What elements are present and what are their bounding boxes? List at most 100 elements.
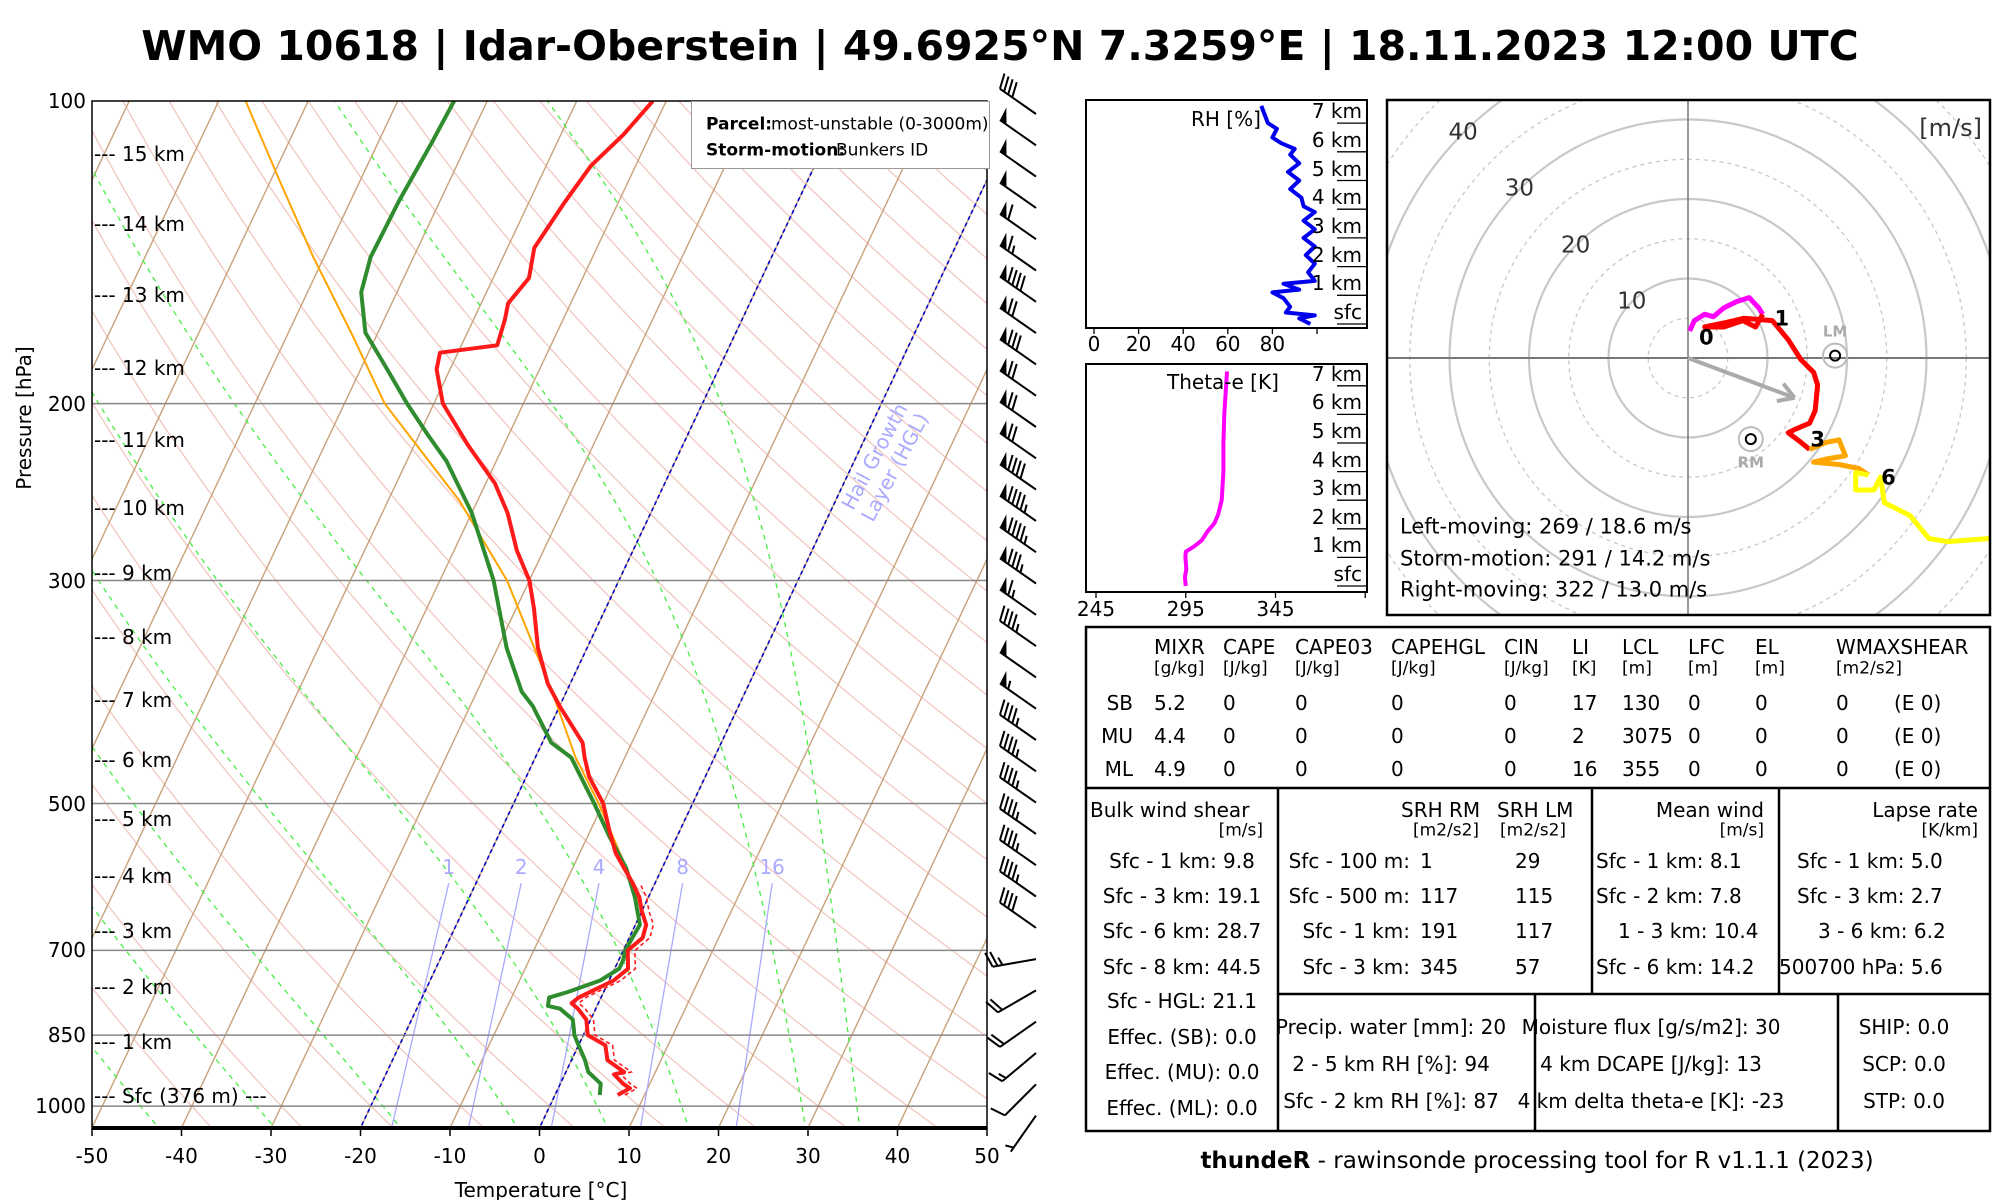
lapse-rate-unit: [K/km] — [1921, 820, 1978, 841]
theta-e-height-label: 4 km — [1311, 447, 1362, 472]
wind-barb — [998, 855, 1037, 898]
bulk-shear-unit: [m/s] — [1218, 820, 1263, 841]
storm-motion-summary: Right-moving: 322 / 13.0 m/s — [1400, 577, 1708, 602]
table-column-unit: [m] — [1622, 658, 1652, 679]
table-cell: 0 — [1836, 691, 1849, 715]
moisture-row: Sfc - 2 km RH [%]: 87 — [1283, 1089, 1499, 1113]
mean-wind-row: Sfc - 2 km: 7.8 — [1596, 884, 1742, 908]
table-cell: 0 — [1391, 724, 1404, 748]
srh-lm-title: SRH LM — [1497, 798, 1574, 822]
pressure-tick-label: 200 — [47, 391, 86, 416]
wind-barb — [999, 483, 1037, 522]
highlight-isotherm — [359, 101, 847, 1128]
theta-e-height-label: 5 km — [1311, 419, 1362, 443]
lapse-rate-row: Sfc - 1 km: 5.0 — [1797, 849, 1943, 873]
parameters-table-frame — [1084, 625, 1992, 1133]
lapse-rate-row: 500700 hPa: 5.6 — [1779, 955, 1943, 979]
table-column-unit: [m] — [1755, 658, 1785, 679]
storm-motion-arrowhead — [1776, 395, 1795, 404]
isotherm — [92, 101, 399, 751]
rh-tick-label: 40 — [1170, 332, 1196, 356]
srh-lm-value: 117 — [1515, 919, 1554, 943]
dry-adiabat — [92, 783, 395, 1128]
bulk-shear-row: Sfc - HGL: 21.1 — [1107, 989, 1257, 1013]
table-cell: 0 — [1391, 757, 1404, 781]
wind-barb — [988, 1052, 1037, 1083]
theta-e-height-label: 7 km — [1311, 361, 1362, 386]
table-column-header: WMAXSHEAR — [1836, 635, 1969, 659]
hodograph-frame — [1385, 98, 1992, 617]
rh-height-label: 6 km — [1311, 127, 1362, 152]
isotherm — [92, 101, 131, 182]
theta-e-height-label: 2 km — [1311, 504, 1362, 529]
table-cell: 0 — [1223, 757, 1236, 781]
bulk-shear-row: Sfc - 8 km: 44.5 — [1102, 955, 1262, 979]
storm-marker-label: RM — [1737, 453, 1765, 472]
dry-adiabat — [539, 101, 987, 542]
table-cell-effective: (E 0) — [1894, 724, 1942, 748]
theta-e-height-label: 3 km — [1311, 476, 1362, 501]
storm-motion-arrow — [1687, 356, 1796, 400]
footer-brand: thundeR — [1200, 1148, 1311, 1174]
wind-barb — [985, 989, 1037, 1014]
theta-e-height-label: 1 km — [1311, 533, 1362, 558]
pressure-tick-label: 100 — [47, 89, 86, 113]
temperature-tick-label: 30 — [795, 1144, 821, 1168]
moist-adiabat — [334, 101, 807, 1128]
storm-marker-ring — [1822, 342, 1849, 369]
rh-height-label: sfc — [1333, 300, 1362, 324]
moist-adiabat — [92, 569, 519, 1128]
table-cell: 0 — [1755, 724, 1768, 748]
table-column-header: LI — [1572, 635, 1590, 659]
isotherm — [449, 101, 936, 1128]
rh-tick-label: 0 — [1087, 332, 1101, 356]
isotherm — [807, 747, 987, 1128]
wind-barb — [1005, 1115, 1037, 1153]
highlight-isotherm — [538, 177, 987, 1128]
mean-wind-row: Sfc - 1 km: 8.1 — [1596, 849, 1742, 873]
temperature-tick-label: 10 — [616, 1144, 642, 1168]
dry-adiabat — [92, 401, 758, 1128]
rh-title: RH [%] — [1191, 107, 1261, 131]
skewt-frame-rect — [91, 100, 988, 1129]
isotherm — [92, 101, 578, 1128]
wind-barb — [999, 639, 1037, 679]
rh-height-label: 3 km — [1311, 213, 1362, 238]
isotherm — [92, 101, 220, 372]
rh-height-label: 2 km — [1311, 242, 1362, 267]
dewpoint-line — [359, 101, 642, 1096]
storm-motion-value: Bunkers ID — [836, 140, 929, 161]
rh-height-label: 1 km — [1311, 271, 1362, 296]
hodograph-height-marker: 6 — [1881, 465, 1896, 490]
wind-barb — [998, 699, 1037, 741]
table-row-label: SB — [1106, 691, 1133, 715]
hodograph-ring — [1132, 0, 2000, 915]
storm-motion-arrowhead — [1781, 382, 1797, 399]
theta-e-tick-label: 295 — [1166, 597, 1205, 621]
hodograph-ring — [1211, 0, 2000, 835]
temperature-tick-label: -20 — [344, 1144, 377, 1168]
dry-adiabat — [122, 101, 987, 1038]
table-cell: 0 — [1836, 757, 1849, 781]
footer-text: - rawinsonde processing tool for R v1.1.… — [1310, 1148, 1874, 1174]
table-cell: 130 — [1622, 691, 1661, 715]
height-label: --- 8 km — [94, 625, 173, 649]
pressure-tick-label: 300 — [47, 568, 86, 593]
wind-barb — [998, 730, 1037, 773]
srh-rm-value: 117 — [1420, 884, 1459, 908]
srh-row-label: Sfc - 100 m: — [1288, 849, 1410, 873]
temperature-tick-label: -30 — [254, 1144, 288, 1168]
moist-adiabat — [92, 745, 402, 1128]
storm-marker-ring — [1737, 426, 1764, 453]
table-cell: 0 — [1295, 724, 1308, 748]
hodograph-segment — [1853, 470, 1990, 545]
wind-barb — [999, 326, 1037, 366]
table-cell-effective: (E 0) — [1894, 691, 1942, 715]
srh-row-label: Sfc - 500 m: — [1288, 884, 1410, 908]
dry-adiabat — [92, 219, 940, 1128]
rh-height-label: 4 km — [1311, 185, 1362, 210]
table-cell: 2 — [1572, 724, 1585, 748]
srh-lm-value: 29 — [1515, 849, 1541, 873]
